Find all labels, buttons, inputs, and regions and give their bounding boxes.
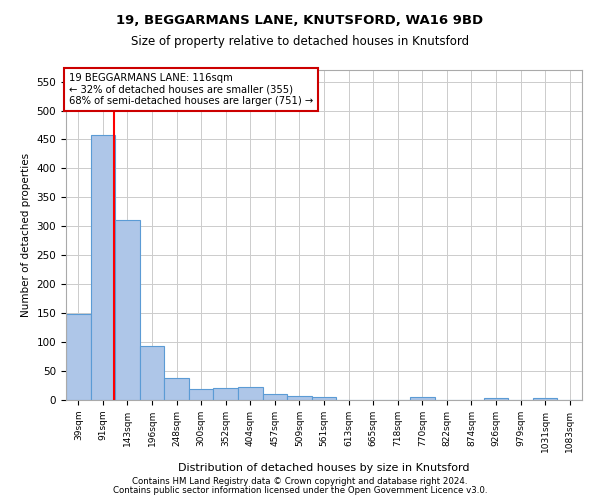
Bar xyxy=(238,388,263,400)
Bar xyxy=(164,378,189,400)
Bar xyxy=(410,397,434,400)
Bar xyxy=(214,388,238,400)
Text: Contains HM Land Registry data © Crown copyright and database right 2024.: Contains HM Land Registry data © Crown c… xyxy=(132,477,468,486)
Text: 19, BEGGARMANS LANE, KNUTSFORD, WA16 9BD: 19, BEGGARMANS LANE, KNUTSFORD, WA16 9BD xyxy=(116,14,484,27)
X-axis label: Distribution of detached houses by size in Knutsford: Distribution of detached houses by size … xyxy=(178,463,470,473)
Bar xyxy=(115,220,140,400)
Bar xyxy=(533,398,557,400)
Bar xyxy=(189,389,214,400)
Text: Contains public sector information licensed under the Open Government Licence v3: Contains public sector information licen… xyxy=(113,486,487,495)
Bar xyxy=(312,396,336,400)
Bar xyxy=(91,136,115,400)
Text: 19 BEGGARMANS LANE: 116sqm
← 32% of detached houses are smaller (355)
68% of sem: 19 BEGGARMANS LANE: 116sqm ← 32% of deta… xyxy=(68,74,313,106)
Bar xyxy=(263,394,287,400)
Bar xyxy=(66,314,91,400)
Bar xyxy=(287,396,312,400)
Bar xyxy=(484,398,508,400)
Bar xyxy=(140,346,164,400)
Y-axis label: Number of detached properties: Number of detached properties xyxy=(21,153,31,317)
Text: Size of property relative to detached houses in Knutsford: Size of property relative to detached ho… xyxy=(131,35,469,48)
